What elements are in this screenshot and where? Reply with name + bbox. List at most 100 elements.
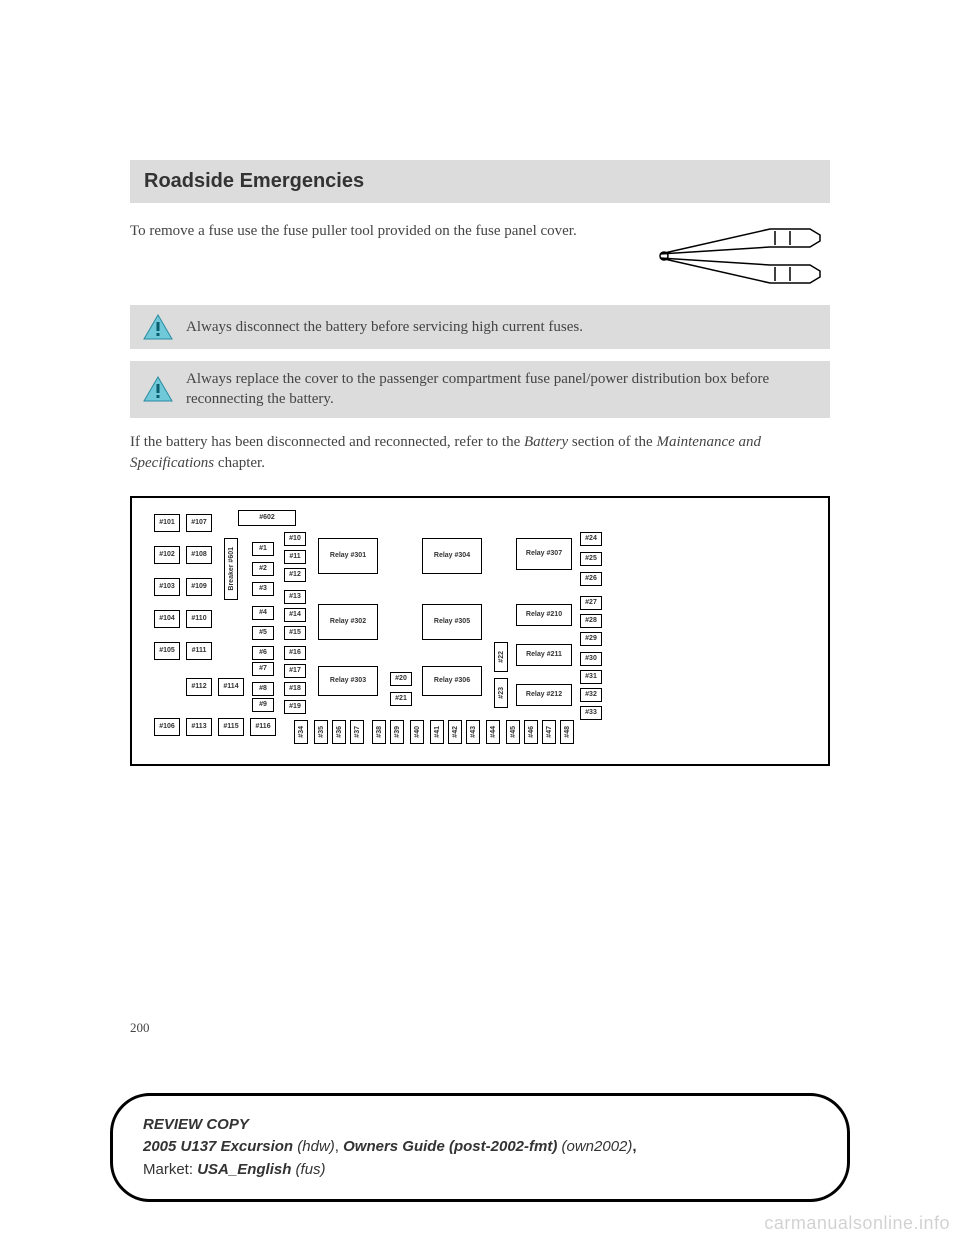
fuse-box-cell: #7 xyxy=(252,662,274,676)
fuse-box-cell: #112 xyxy=(186,678,212,696)
fuse-box-cell: #17 xyxy=(284,664,306,678)
fuse-box-cell: #109 xyxy=(186,578,212,596)
fuse-box-cell: Relay #210 xyxy=(516,604,572,626)
footer-line3: Market: USA_English (fus) xyxy=(143,1159,817,1182)
fuse-box-cell: Relay #304 xyxy=(422,538,482,574)
page-number: 200 xyxy=(130,1020,150,1036)
body-ital-1: Battery xyxy=(524,434,568,450)
fuse-box-cell: Breaker #601 xyxy=(224,538,238,600)
fuse-box-cell: #48 xyxy=(560,720,574,744)
warning-icon xyxy=(142,313,174,341)
body-tail: chapter. xyxy=(214,455,265,471)
fuse-box-cell: #28 xyxy=(580,614,602,628)
fuse-box-cell: #106 xyxy=(154,718,180,736)
intro-row: To remove a fuse use the fuse puller too… xyxy=(130,221,830,291)
footer-fus: (fus) xyxy=(291,1161,325,1178)
fuse-box-cell: #32 xyxy=(580,688,602,702)
fuse-box-cell: #11 xyxy=(284,550,306,564)
fuse-box-cell: #12 xyxy=(284,568,306,582)
fuse-box-cell: #35 xyxy=(314,720,328,744)
fuse-box-cell: Relay #302 xyxy=(318,604,378,640)
fuse-box-cell: #47 xyxy=(542,720,556,744)
footer-box: REVIEW COPY 2005 U137 Excursion (hdw), O… xyxy=(110,1093,850,1203)
fuse-box-cell: #5 xyxy=(252,626,274,640)
footer-guide: Owners Guide (post-2002-fmt) xyxy=(343,1138,557,1155)
warning-text-1: Always disconnect the battery before ser… xyxy=(186,317,583,337)
fuse-box-cell: #115 xyxy=(218,718,244,736)
fuse-box-cell: #2 xyxy=(252,562,274,576)
fuse-box-cell: #105 xyxy=(154,642,180,660)
fuse-box-cell: #104 xyxy=(154,610,180,628)
fuse-box-cell: #103 xyxy=(154,578,180,596)
fuse-box-cell: #40 xyxy=(410,720,424,744)
fuse-box-cell: Relay #212 xyxy=(516,684,572,706)
fuse-box-cell: #23 xyxy=(494,678,508,708)
warning-text-2: Always replace the cover to the passenge… xyxy=(186,369,818,410)
fuse-box-cell: #4 xyxy=(252,606,274,620)
fuse-box-cell: Relay #211 xyxy=(516,644,572,666)
fuse-box-cell: #16 xyxy=(284,646,306,660)
fuse-box-cell: Relay #306 xyxy=(422,666,482,696)
fuse-box-cell: #13 xyxy=(284,590,306,604)
fuse-box-cell: Relay #305 xyxy=(422,604,482,640)
section-header: Roadside Emergencies xyxy=(130,160,830,203)
fuse-box-cell: #111 xyxy=(186,642,212,660)
fuse-box-cell: #15 xyxy=(284,626,306,640)
body-lead: If the battery has been disconnected and… xyxy=(130,434,524,450)
fuse-box-cell: #26 xyxy=(580,572,602,586)
fuse-box-cell: #20 xyxy=(390,672,412,686)
fuse-box-cell: #113 xyxy=(186,718,212,736)
intro-text: To remove a fuse use the fuse puller too… xyxy=(130,221,590,241)
fuse-box-cell: Relay #301 xyxy=(318,538,378,574)
footer-line2: 2005 U137 Excursion (hdw), Owners Guide … xyxy=(143,1136,817,1159)
fuse-box-cell: #34 xyxy=(294,720,308,744)
footer-own: (own2002) xyxy=(557,1138,632,1155)
footer-comma: , xyxy=(632,1138,636,1155)
fuse-box-cell: #110 xyxy=(186,610,212,628)
warning-box-2: Always replace the cover to the passenge… xyxy=(130,361,830,418)
body-paragraph: If the battery has been disconnected and… xyxy=(130,432,830,474)
fuse-box-cell: #25 xyxy=(580,552,602,566)
fuse-box-cell: #116 xyxy=(250,718,276,736)
footer-sep: , xyxy=(335,1138,343,1155)
fuse-box-cell: #101 xyxy=(154,514,180,532)
footer-hdw: (hdw) xyxy=(293,1138,335,1155)
watermark: carmanualsonline.info xyxy=(764,1213,950,1234)
fuse-box-cell: Relay #307 xyxy=(516,538,572,570)
fuse-box-cell: #29 xyxy=(580,632,602,646)
fuse-box-cell: #43 xyxy=(466,720,480,744)
fuse-puller-illustration xyxy=(650,221,830,291)
fuse-box-cell: #18 xyxy=(284,682,306,696)
fuse-box-cell: #42 xyxy=(448,720,462,744)
fuse-box-cell: #38 xyxy=(372,720,386,744)
fuse-box-cell: #107 xyxy=(186,514,212,532)
footer-vehicle: 2005 U137 Excursion xyxy=(143,1138,293,1155)
body-mid: section of the xyxy=(568,434,656,450)
fuse-box-cell: #31 xyxy=(580,670,602,684)
fuse-box-cell: #6 xyxy=(252,646,274,660)
fuse-box-cell: #45 xyxy=(506,720,520,744)
footer-line1: REVIEW COPY xyxy=(143,1114,817,1137)
fuse-box-cell: #8 xyxy=(252,682,274,696)
fuse-box-cell: #9 xyxy=(252,698,274,712)
fuse-box-cell: Relay #303 xyxy=(318,666,378,696)
fuse-box-cell: #602 xyxy=(238,510,296,526)
fuse-box-cell: #1 xyxy=(252,542,274,556)
fuse-box-cell: #27 xyxy=(580,596,602,610)
fuse-box-cell: #10 xyxy=(284,532,306,546)
fuse-box-cell: #46 xyxy=(524,720,538,744)
footer-market: USA_English xyxy=(197,1161,291,1178)
fuse-box-cell: #108 xyxy=(186,546,212,564)
fuse-box-cell: #22 xyxy=(494,642,508,672)
fuse-box-cell: #37 xyxy=(350,720,364,744)
warning-icon xyxy=(142,375,174,403)
fuse-box-cell: #30 xyxy=(580,652,602,666)
warning-box-1: Always disconnect the battery before ser… xyxy=(130,305,830,349)
fuse-box-cell: #39 xyxy=(390,720,404,744)
fuse-box-cell: #102 xyxy=(154,546,180,564)
fuse-box-cell: #24 xyxy=(580,532,602,546)
fuse-box-cell: #21 xyxy=(390,692,412,706)
fuse-box-cell: #3 xyxy=(252,582,274,596)
fuse-box-diagram: #101 #107 #102 #108 #103 #109 #104 #110 #105 #111… xyxy=(130,496,830,766)
fuse-box-cell: #33 xyxy=(580,706,602,720)
